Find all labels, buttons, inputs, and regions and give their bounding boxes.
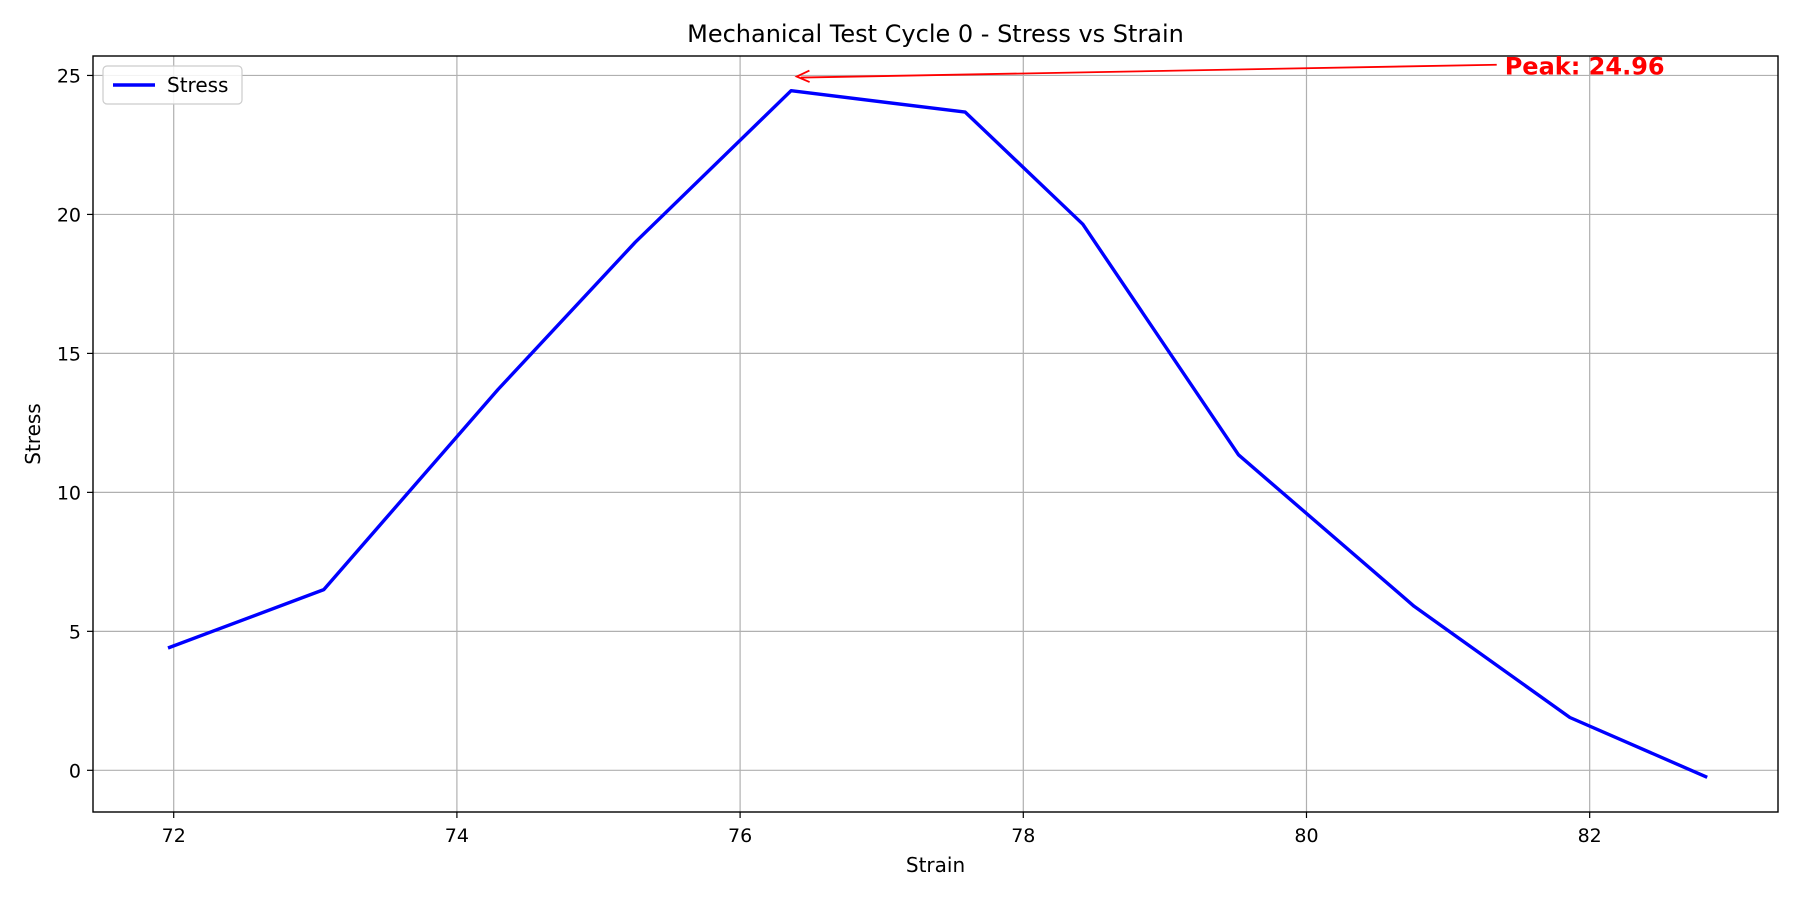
x-tick-label: 76 (728, 825, 752, 847)
y-axis-label: Stress (21, 403, 45, 464)
y-tick-label: 20 (57, 204, 81, 226)
x-tick-label: 74 (445, 825, 469, 847)
chart-title: Mechanical Test Cycle 0 - Stress vs Stra… (687, 20, 1184, 48)
y-tick-label: 15 (57, 343, 81, 365)
annotation-arrowhead (794, 69, 810, 83)
x-tick-label: 78 (1011, 825, 1035, 847)
y-tick-label: 5 (69, 621, 81, 643)
series-layer (167, 88, 1708, 779)
grid (93, 56, 1778, 812)
y-tick-label: 10 (57, 482, 81, 504)
x-tick-label: 72 (162, 825, 186, 847)
legend: Stress (102, 65, 243, 105)
axis-ticks: 72 74 76 78 80 82 0 5 10 15 20 25 (57, 65, 1602, 847)
y-tick-label: 0 (69, 760, 81, 782)
x-tick-label: 82 (1578, 825, 1602, 847)
plot-frame (92, 55, 1779, 813)
x-tick-label: 80 (1294, 825, 1318, 847)
peak-annotation-label: Peak: 24.96 (1505, 53, 1665, 81)
annotation-arrow-line (800, 63, 1497, 79)
annotation-layer: Peak: 24.96 (794, 53, 1665, 83)
legend-label-stress: Stress (167, 73, 228, 97)
legend-box (102, 65, 243, 105)
x-axis-label: Strain (906, 853, 965, 877)
y-tick-label: 25 (57, 65, 81, 87)
